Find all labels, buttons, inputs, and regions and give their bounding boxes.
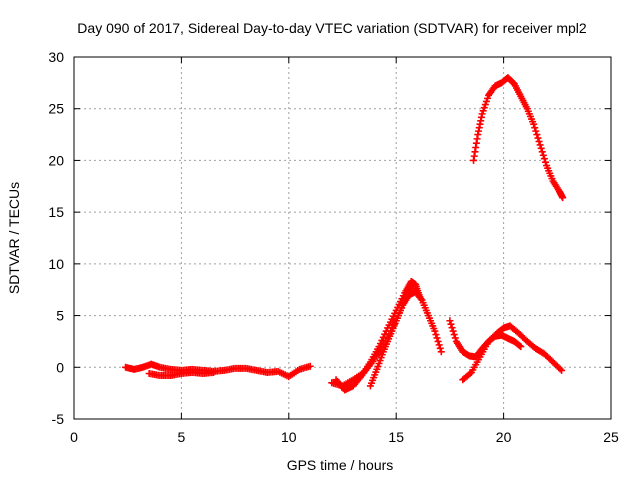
x-tick-label: 20 [496,429,512,445]
plot-frame [73,56,612,420]
data-point [533,131,541,139]
x-tick-label: 0 [70,429,78,445]
series-arc5 [366,281,417,390]
data-point [530,120,538,128]
x-tick-label: 10 [281,429,297,445]
data-point [466,370,474,378]
data-point [538,148,546,156]
data-point [536,141,544,149]
x-tick-label: 5 [178,429,186,445]
x-axis-label: GPS time / hours [287,457,394,473]
x-tick-label: 25 [603,429,619,445]
grid-layer [74,57,611,419]
data-point [306,362,314,370]
data-point [416,293,424,301]
data-point [539,151,547,159]
data-point [433,334,441,342]
data-point [451,334,459,342]
data-point [210,368,218,376]
data-point [517,343,525,351]
data-point [434,337,442,345]
data-point [531,124,539,132]
series-arc1 [122,360,314,381]
y-tick-label: 5 [56,308,64,324]
data-point [540,155,548,163]
data-point [446,317,454,325]
data-point [558,366,566,374]
y-tick-label: 10 [48,256,64,272]
marks-layer [122,74,567,394]
series-arc2 [145,368,218,380]
data-point [409,281,417,289]
y-tick-label: 20 [48,152,64,168]
data-point [431,327,439,335]
y-tick-label: 30 [48,49,64,65]
data-point [516,342,524,350]
data-point [435,341,443,349]
data-point [432,331,440,339]
data-point [534,134,542,142]
data-point [449,327,457,335]
data-point [447,320,455,328]
data-point [450,331,458,339]
data-point [541,158,549,166]
series-arc8 [470,74,567,202]
data-point [559,194,567,202]
series-arc7 [459,322,566,384]
data-point [556,365,564,373]
y-axis-label: SDTVAR / TECUs [6,182,22,294]
chart-title: Day 090 of 2017, Sidereal Day-to-day VTE… [77,20,587,36]
y-tick-label: 0 [56,359,64,375]
x-tick-label: 15 [388,429,404,445]
series-arc6 [446,317,525,361]
y-tick-label: 15 [48,204,64,220]
data-point [436,344,444,352]
data-point [532,127,540,135]
data-point [537,144,545,152]
data-point [448,324,456,332]
data-point [535,137,543,145]
data-point [437,348,445,356]
axis-layer: 0 5 10 15 20 25 -5 0 5 10 15 20 25 30 [48,49,619,445]
y-tick-label: 25 [48,101,64,117]
y-tick-label: -5 [52,411,65,427]
